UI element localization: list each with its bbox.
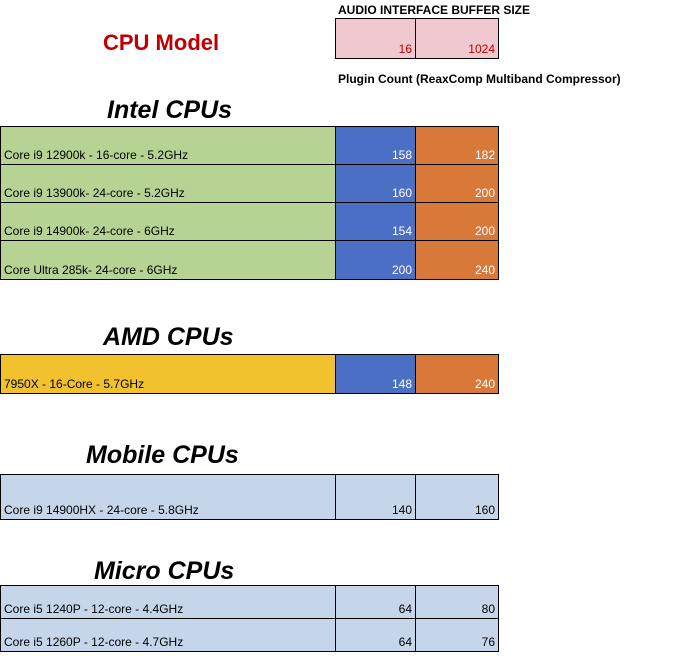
cpu-name-cell[interactable]: Core Ultra 285k- 24-core - 6GHz <box>0 240 336 280</box>
plugin-count-16-cell[interactable]: 148 <box>335 354 416 394</box>
section-title-intel: Intel CPUs <box>107 96 233 124</box>
plugin-count-1024-cell[interactable]: 80 <box>415 585 499 619</box>
plugin-count-16-cell[interactable]: 160 <box>335 164 416 203</box>
buffer-size-label: AUDIO INTERFACE BUFFER SIZE <box>338 3 531 17</box>
plugin-count-1024-cell[interactable]: 160 <box>415 474 499 520</box>
plugin-count-1024-cell[interactable]: 200 <box>415 202 499 241</box>
buffer-size-1024-cell[interactable]: 1024 <box>415 18 499 59</box>
plugin-count-1024-cell[interactable]: 182 <box>415 126 499 165</box>
section-title-mobile: Mobile CPUs <box>86 441 239 469</box>
cpu-name-cell[interactable]: Core i5 1260P - 12-core - 4.7GHz <box>0 618 336 652</box>
plugin-count-1024-cell[interactable]: 200 <box>415 164 499 203</box>
plugin-count-16-cell[interactable]: 158 <box>335 126 416 165</box>
plugin-count-label: Plugin Count (ReaxComp Multiband Compres… <box>338 72 621 86</box>
plugin-count-1024-cell[interactable]: 240 <box>415 354 499 394</box>
plugin-count-16-cell[interactable]: 64 <box>335 618 416 652</box>
cpu-name-cell[interactable]: Core i9 14900HX - 24-core - 5.8GHz <box>0 474 336 520</box>
section-title-micro: Micro CPUs <box>94 557 235 585</box>
cpu-name-cell[interactable]: Core i9 13900k- 24-core - 5.2GHz <box>0 164 336 203</box>
cpu-name-cell[interactable]: 7950X - 16-Core - 5.7GHz <box>0 354 336 394</box>
page-title: CPU Model <box>103 30 220 55</box>
plugin-count-16-cell[interactable]: 140 <box>335 474 416 520</box>
plugin-count-16-cell[interactable]: 200 <box>335 240 416 280</box>
cpu-name-cell[interactable]: Core i9 14900k- 24-core - 6GHz <box>0 202 336 241</box>
plugin-count-1024-cell[interactable]: 240 <box>415 240 499 280</box>
cpu-name-cell[interactable]: Core i9 12900k - 16-core - 5.2GHz <box>0 126 336 165</box>
plugin-count-16-cell[interactable]: 154 <box>335 202 416 241</box>
buffer-size-16-cell[interactable]: 16 <box>335 18 416 59</box>
cpu-name-cell[interactable]: Core i5 1240P - 12-core - 4.4GHz <box>0 585 336 619</box>
section-title-amd: AMD CPUs <box>103 323 234 351</box>
plugin-count-16-cell[interactable]: 64 <box>335 585 416 619</box>
plugin-count-1024-cell[interactable]: 76 <box>415 618 499 652</box>
